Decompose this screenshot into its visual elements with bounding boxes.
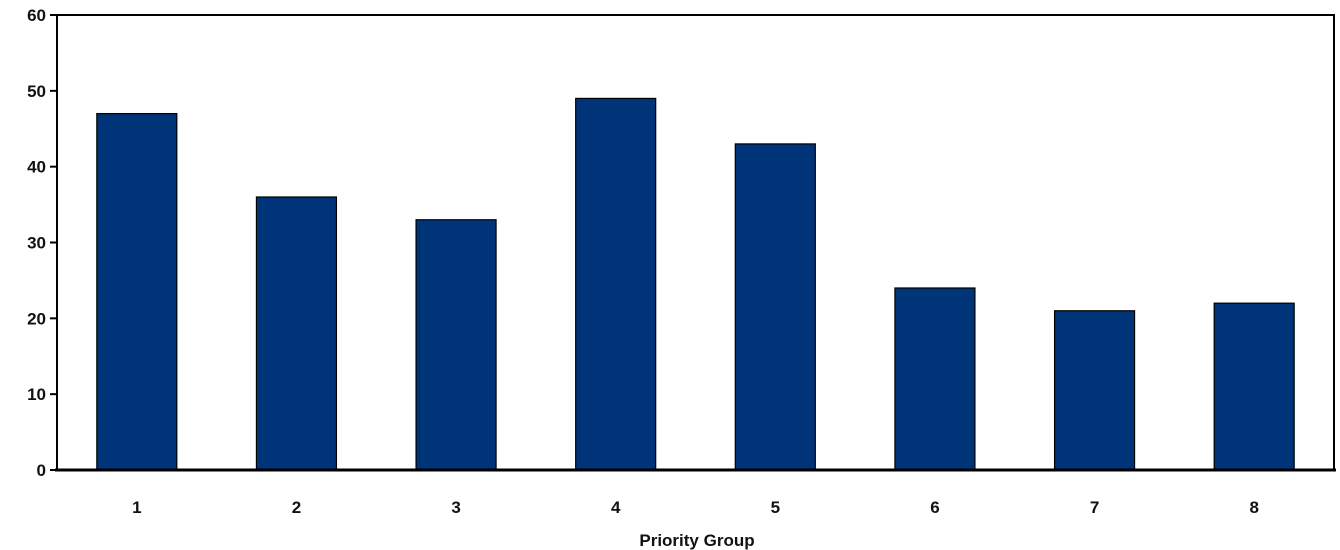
bar-2 [255, 196, 338, 471]
y-tick-label: 0 [37, 461, 46, 480]
x-tick-label: 5 [771, 498, 780, 517]
bar-1 [96, 112, 178, 471]
x-tick-label: 3 [451, 498, 460, 517]
bar-6 [894, 287, 976, 471]
plot-frame [56, 14, 1335, 471]
x-tick-label: 6 [930, 498, 939, 517]
y-tick-label: 40 [27, 158, 46, 177]
y-axis-ticks: 0 10 20 30 40 50 60 [27, 6, 57, 480]
x-axis-title: Priority Group [639, 531, 754, 550]
y-tick-label: 60 [27, 6, 46, 25]
y-tick-label: 50 [27, 82, 46, 101]
x-axis-ticks: 1 2 3 4 5 6 7 8 [132, 498, 1259, 517]
x-tick-label: 2 [292, 498, 301, 517]
bar-7 [1053, 310, 1136, 471]
bar-8 [1213, 302, 1295, 471]
bar-3 [415, 219, 497, 471]
y-tick-label: 20 [27, 309, 46, 328]
x-tick-label: 4 [611, 498, 621, 517]
x-tick-label: 1 [132, 498, 141, 517]
y-tick-label: 10 [27, 385, 46, 404]
bars [96, 97, 1295, 471]
x-tick-label: 7 [1090, 498, 1099, 517]
x-tick-label: 8 [1249, 498, 1258, 517]
bar-4 [575, 97, 657, 471]
bar-5 [734, 143, 816, 471]
y-tick-label: 30 [27, 234, 46, 253]
